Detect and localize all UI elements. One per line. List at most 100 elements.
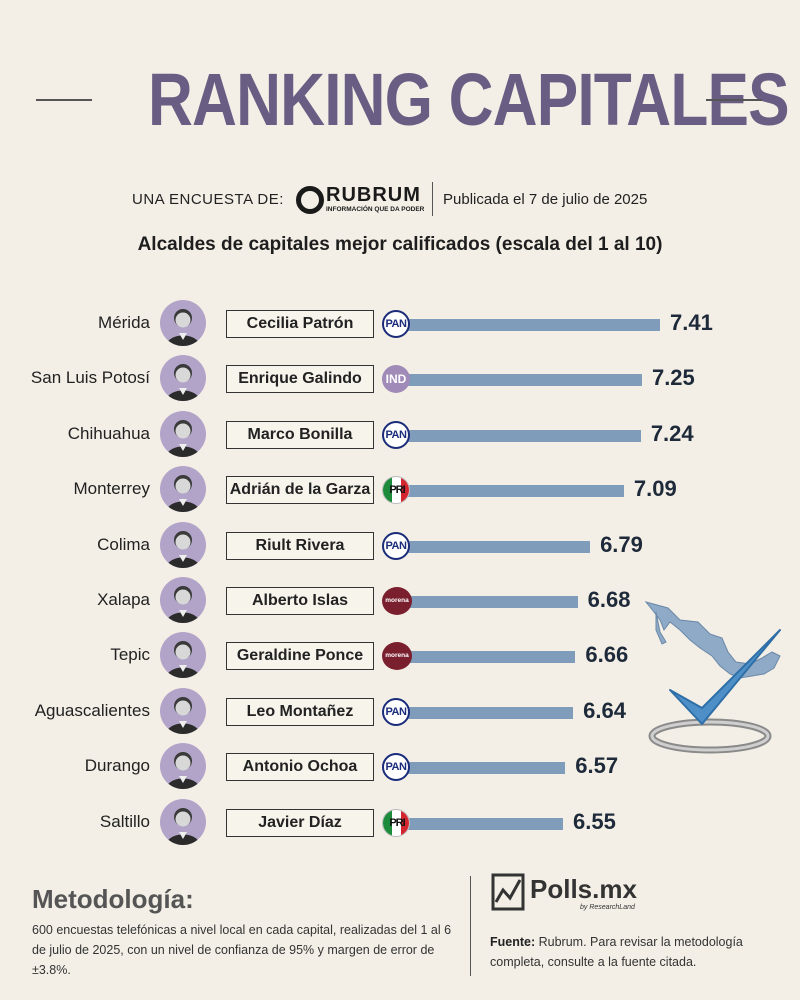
source-label: Fuente: (490, 935, 536, 949)
rubrum-name: RUBRUM (326, 184, 421, 206)
polls-brand-sub: by ResearchLand (580, 904, 635, 911)
party-pri-icon: PRI (382, 476, 410, 505)
city-label: Saltillo (99, 811, 150, 831)
title-rule-left (36, 99, 92, 101)
city-label: Durango (84, 756, 150, 776)
party-label: IND (385, 372, 407, 387)
score-value: 7.24 (650, 420, 694, 446)
mayor-avatar (160, 743, 206, 790)
party-label: PAN (385, 318, 407, 330)
city-label: San Luis Potosí (30, 368, 150, 388)
mayor-name: Antonio Ochoa (226, 753, 374, 782)
party-label: PRI (389, 816, 405, 829)
rubrum-tagline: INFORMACIÓN QUE DA PODER (326, 206, 425, 213)
score-value: 6.64 (583, 697, 626, 723)
party-morena-icon: morena (382, 587, 412, 615)
mayor-avatar (160, 632, 206, 679)
score-value: 6.57 (575, 753, 619, 779)
mayor-avatar (160, 466, 206, 513)
party-label: PAN (385, 705, 407, 718)
polls-logo: Polls.mx by ResearchLand (490, 870, 670, 920)
chart-row: Chihuahua Marco Bonilla PAN 7.24 (0, 409, 800, 461)
score-bar (408, 817, 563, 830)
mayor-avatar (160, 577, 206, 623)
city-label: Colima (97, 534, 150, 554)
party-ind-icon: IND (382, 365, 410, 394)
mayor-name: Adrián de la Garza (226, 476, 374, 505)
mayor-avatar (160, 798, 206, 845)
chart-row: Aguascalientes Leo Montañez PAN 6.64 (0, 686, 800, 738)
chart-row: Saltillo Javier Díaz PRI 6.55 (0, 797, 800, 849)
party-label: PRI (389, 484, 405, 497)
mexico-map-checkmark-icon (644, 601, 781, 754)
party-label: morena (385, 597, 409, 604)
mayor-avatar (160, 687, 206, 734)
mayor-avatar (160, 355, 206, 402)
mayor-name: Leo Montañez (226, 697, 374, 726)
page-title: RANKING CAPITALES (148, 58, 790, 141)
chart-title: Alcaldes de capitales mejor calificados … (137, 234, 663, 255)
title-area: RANKING CAPITALES (0, 52, 800, 152)
score-bar (408, 540, 591, 553)
mayor-name: Alberto Islas (226, 587, 374, 615)
polls-brand: Polls.mx (530, 874, 637, 904)
title-rule-right (706, 99, 762, 101)
mayor-name: Cecilia Patrón (226, 310, 374, 338)
score-bar (408, 429, 641, 442)
party-pan-icon: PAN (382, 310, 410, 338)
score-bar (408, 762, 566, 775)
party-label: PAN (385, 428, 407, 441)
mayor-avatar (160, 300, 206, 346)
city-label: Tepic (110, 645, 150, 665)
mayor-name: Marco Bonilla (226, 420, 374, 449)
party-pan-icon: PAN (382, 697, 410, 726)
score-bar (408, 319, 660, 331)
published-date: Publicada el 7 de julio de 2025 (443, 191, 648, 208)
party-pri-icon: PRI (382, 808, 410, 837)
score-value: 7.09 (633, 476, 677, 502)
city-label: Xalapa (97, 590, 150, 609)
score-value: 6.66 (585, 642, 629, 668)
city-label: Monterrey (73, 479, 150, 499)
score-value: 6.55 (573, 808, 616, 834)
score-bar (408, 485, 624, 498)
score-value: 7.25 (651, 365, 695, 391)
mayor-name: Enrique Galindo (226, 365, 374, 394)
source-text: Rubrum. Para revisar la metodología comp… (490, 935, 743, 969)
methodology-text: 600 encuestas telefónicas a nivel local … (32, 923, 452, 977)
score-bar (408, 596, 578, 608)
party-morena-icon: morena (382, 642, 412, 671)
survey-label: UNA ENCUESTA DE: (132, 191, 284, 208)
mayor-name: Geraldine Ponce (226, 642, 374, 671)
party-label: PAN (385, 539, 407, 552)
chart-row: Colima Riult Rivera PAN 6.79 (0, 520, 800, 572)
score-value: 6.79 (600, 531, 643, 557)
score-value: 6.68 (587, 587, 631, 612)
score-value: 7.41 (670, 310, 713, 335)
chart-row: Mérida Cecilia Patrón PAN 7.41 (0, 298, 800, 350)
source-divider (432, 182, 433, 216)
chart-row: San Luis Potosí Enrique Galindo IND 7.25 (0, 353, 800, 405)
rubrum-logo: RUBRUM INFORMACIÓN QUE DA PODER (296, 184, 426, 218)
mayor-name: Javier Díaz (226, 808, 374, 837)
mayor-name: Riult Rivera (226, 531, 374, 560)
footer-divider (470, 876, 471, 976)
mayor-avatar (160, 521, 206, 568)
score-bar (408, 651, 576, 664)
rubrum-circle-icon (296, 186, 324, 214)
source-row: UNA ENCUESTA DE: RUBRUM INFORMACIÓN QUE … (0, 180, 800, 220)
chart-row: Monterrey Adrián de la Garza PRI 7.09 (0, 464, 800, 516)
party-label: morena (385, 652, 409, 660)
source-note: Fuente: Rubrum. Para revisar la metodolo… (490, 932, 780, 972)
party-pan-icon: PAN (382, 531, 410, 560)
chart-row: Durango Antonio Ochoa PAN 6.57 (0, 741, 800, 793)
chart-row: Tepic Geraldine Ponce morena 6.66 (0, 630, 800, 682)
city-label: Mérida (98, 313, 150, 332)
party-label: PAN (385, 761, 407, 774)
mayor-avatar (160, 410, 206, 457)
chart-row: Xalapa Alberto Islas morena 6.68 (0, 575, 800, 627)
score-bar (408, 374, 642, 387)
score-bar (408, 706, 574, 719)
city-label: Chihuahua (67, 423, 150, 443)
party-pan-icon: PAN (382, 420, 410, 449)
